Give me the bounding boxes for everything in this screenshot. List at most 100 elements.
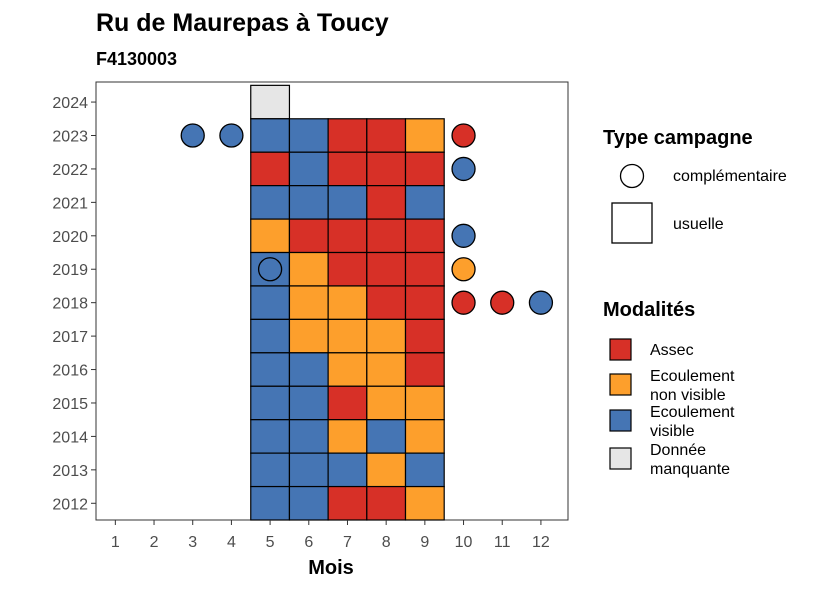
tile-2024-5 — [250, 84, 291, 120]
tile-2013-5 — [250, 452, 291, 488]
tile-2023-7 — [327, 118, 368, 153]
tile-2023-6 — [288, 118, 329, 153]
legend-key-2 — [609, 409, 632, 432]
point-2023-4 — [219, 123, 244, 148]
tile-2013-6 — [288, 452, 329, 488]
y-tick-label: 2014 — [52, 429, 88, 446]
tile-2014-7 — [327, 419, 368, 454]
tile-2023-8 — [366, 118, 407, 153]
tile-2016-5 — [250, 352, 291, 387]
tile-2015-5 — [250, 385, 291, 421]
tile-2020-8 — [366, 218, 407, 254]
legend-complementaire-label: complémentaire — [673, 168, 787, 185]
tile-2012-7 — [327, 485, 368, 521]
x-tick-label: 10 — [455, 534, 473, 551]
tile-2013-8 — [366, 452, 407, 488]
tile-2012-6 — [288, 485, 329, 521]
x-tick-label: 12 — [532, 534, 550, 551]
tile-2017-6 — [288, 318, 329, 354]
tile-2021-6 — [288, 185, 329, 220]
chart-title: Ru de Maurepas à Toucy — [96, 9, 389, 37]
x-tick-label: 4 — [227, 534, 236, 551]
tile-2017-9 — [404, 318, 445, 354]
tile-2019-8 — [366, 251, 407, 287]
x-axis-title: Mois — [308, 557, 354, 579]
y-tick-label: 2021 — [52, 195, 88, 212]
x-tick-label: 7 — [343, 534, 352, 551]
y-tick-label: 2019 — [52, 262, 88, 279]
tile-2022-8 — [366, 151, 407, 187]
legend-key-0 — [609, 338, 632, 361]
x-axis: 1 2 3 4 5 6 7 8 9 10 11 12 — [111, 520, 550, 551]
x-tick-label: 6 — [304, 534, 313, 551]
tile-2015-7 — [327, 385, 368, 421]
x-tick-label: 1 — [111, 534, 120, 551]
legend-type-campagne: Type campagne complémentaire usuelle — [603, 127, 787, 244]
tile-2023-5 — [250, 118, 291, 153]
legend-key-1 — [609, 373, 632, 396]
tile-2021-8 — [366, 185, 407, 220]
plot-area — [95, 81, 569, 521]
tile-2017-5 — [250, 318, 291, 354]
tile-2018-5 — [250, 285, 291, 320]
tile-2013-9 — [404, 452, 445, 488]
tile-2019-9 — [404, 251, 445, 287]
x-tick-label: 5 — [266, 534, 275, 551]
tile-2018-7 — [327, 285, 368, 320]
tile-2021-7 — [327, 185, 368, 220]
legend-type-title: Type campagne — [603, 127, 753, 149]
y-axis: 2012 2013 2014 2015 2016 2017 2018 2019 2020 2021… — [52, 95, 96, 513]
legend-label: manquante — [650, 461, 730, 478]
tile-2018-6 — [288, 285, 329, 320]
legend-circle-symbol — [619, 163, 645, 189]
y-tick-label: 2018 — [52, 296, 88, 313]
legend-usuelle-label: usuelle — [673, 216, 724, 233]
tile-2022-7 — [327, 151, 368, 187]
x-tick-label: 2 — [150, 534, 159, 551]
x-tick-label: 9 — [420, 534, 429, 551]
tile-2021-9 — [404, 185, 445, 220]
tile-2012-9 — [404, 485, 445, 521]
tile-2022-9 — [404, 151, 445, 187]
tile-2019-6 — [288, 251, 329, 287]
x-tick-label: 8 — [382, 534, 391, 551]
legend-label: Donnée — [650, 442, 706, 459]
y-tick-label: 2022 — [52, 162, 88, 179]
y-tick-label: 2016 — [52, 363, 88, 380]
point-2019-5 — [257, 257, 283, 282]
point-2018-12 — [528, 290, 554, 315]
point-2020-10 — [451, 223, 476, 248]
tile-2023-9 — [404, 118, 445, 153]
x-tick-label: 3 — [188, 534, 197, 551]
y-tick-label: 2015 — [52, 396, 88, 413]
point-2018-11 — [490, 290, 515, 315]
legend-square-symbol — [611, 202, 653, 244]
tile-2020-7 — [327, 218, 368, 254]
tile-2021-5 — [250, 185, 291, 220]
tile-2014-5 — [250, 419, 291, 454]
tile-2014-9 — [404, 419, 445, 454]
legend-label: non visible — [650, 387, 726, 404]
tile-2019-7 — [327, 251, 368, 287]
tile-2012-8 — [366, 485, 407, 521]
y-tick-label: 2017 — [52, 329, 88, 346]
tile-2012-5 — [250, 485, 291, 521]
point-2018-10 — [451, 290, 476, 315]
tile-2016-8 — [366, 352, 407, 387]
tile-2015-9 — [404, 385, 445, 421]
tile-2014-8 — [366, 419, 407, 454]
y-tick-label: 2012 — [52, 496, 88, 513]
tile-2020-5 — [250, 218, 291, 254]
y-tick-label: 2023 — [52, 128, 88, 145]
tile-2018-8 — [366, 285, 407, 320]
point-2019-10 — [451, 257, 476, 282]
chart-subtitle: F4130003 — [96, 49, 177, 69]
point-2022-10 — [451, 156, 476, 182]
tile-2022-5 — [250, 151, 291, 187]
legend-label: Ecoulement — [650, 368, 735, 385]
tile-2015-8 — [366, 385, 407, 421]
tile-2015-6 — [288, 385, 329, 421]
tile-2017-8 — [366, 318, 407, 354]
